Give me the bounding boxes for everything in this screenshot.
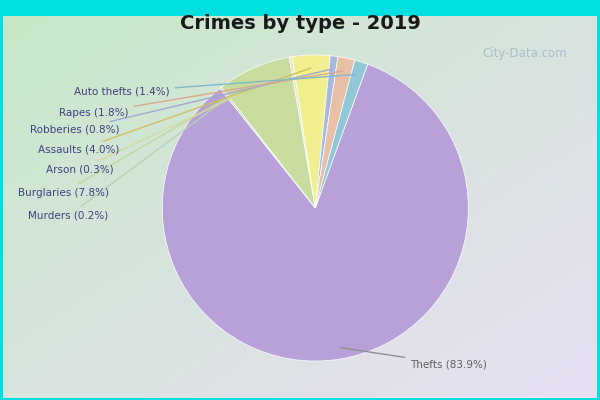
Wedge shape — [316, 60, 368, 208]
Wedge shape — [316, 56, 338, 208]
Text: Crimes by type - 2019: Crimes by type - 2019 — [179, 14, 421, 33]
Text: Arson (0.3%): Arson (0.3%) — [46, 70, 292, 175]
Text: Burglaries (7.8%): Burglaries (7.8%) — [17, 80, 257, 198]
Wedge shape — [292, 55, 331, 208]
Text: City-Data.com: City-Data.com — [482, 46, 568, 60]
Wedge shape — [162, 64, 469, 361]
Text: Murders (0.2%): Murders (0.2%) — [28, 98, 227, 221]
Wedge shape — [289, 57, 316, 208]
Text: Rapes (1.8%): Rapes (1.8%) — [59, 71, 343, 118]
Text: Auto thefts (1.4%): Auto thefts (1.4%) — [74, 74, 356, 97]
Text: Thefts (83.9%): Thefts (83.9%) — [340, 348, 487, 369]
Wedge shape — [220, 87, 316, 208]
Wedge shape — [316, 57, 355, 208]
Wedge shape — [221, 57, 316, 208]
Text: Robberies (0.8%): Robberies (0.8%) — [30, 69, 332, 135]
Text: Assaults (4.0%): Assaults (4.0%) — [38, 68, 311, 155]
